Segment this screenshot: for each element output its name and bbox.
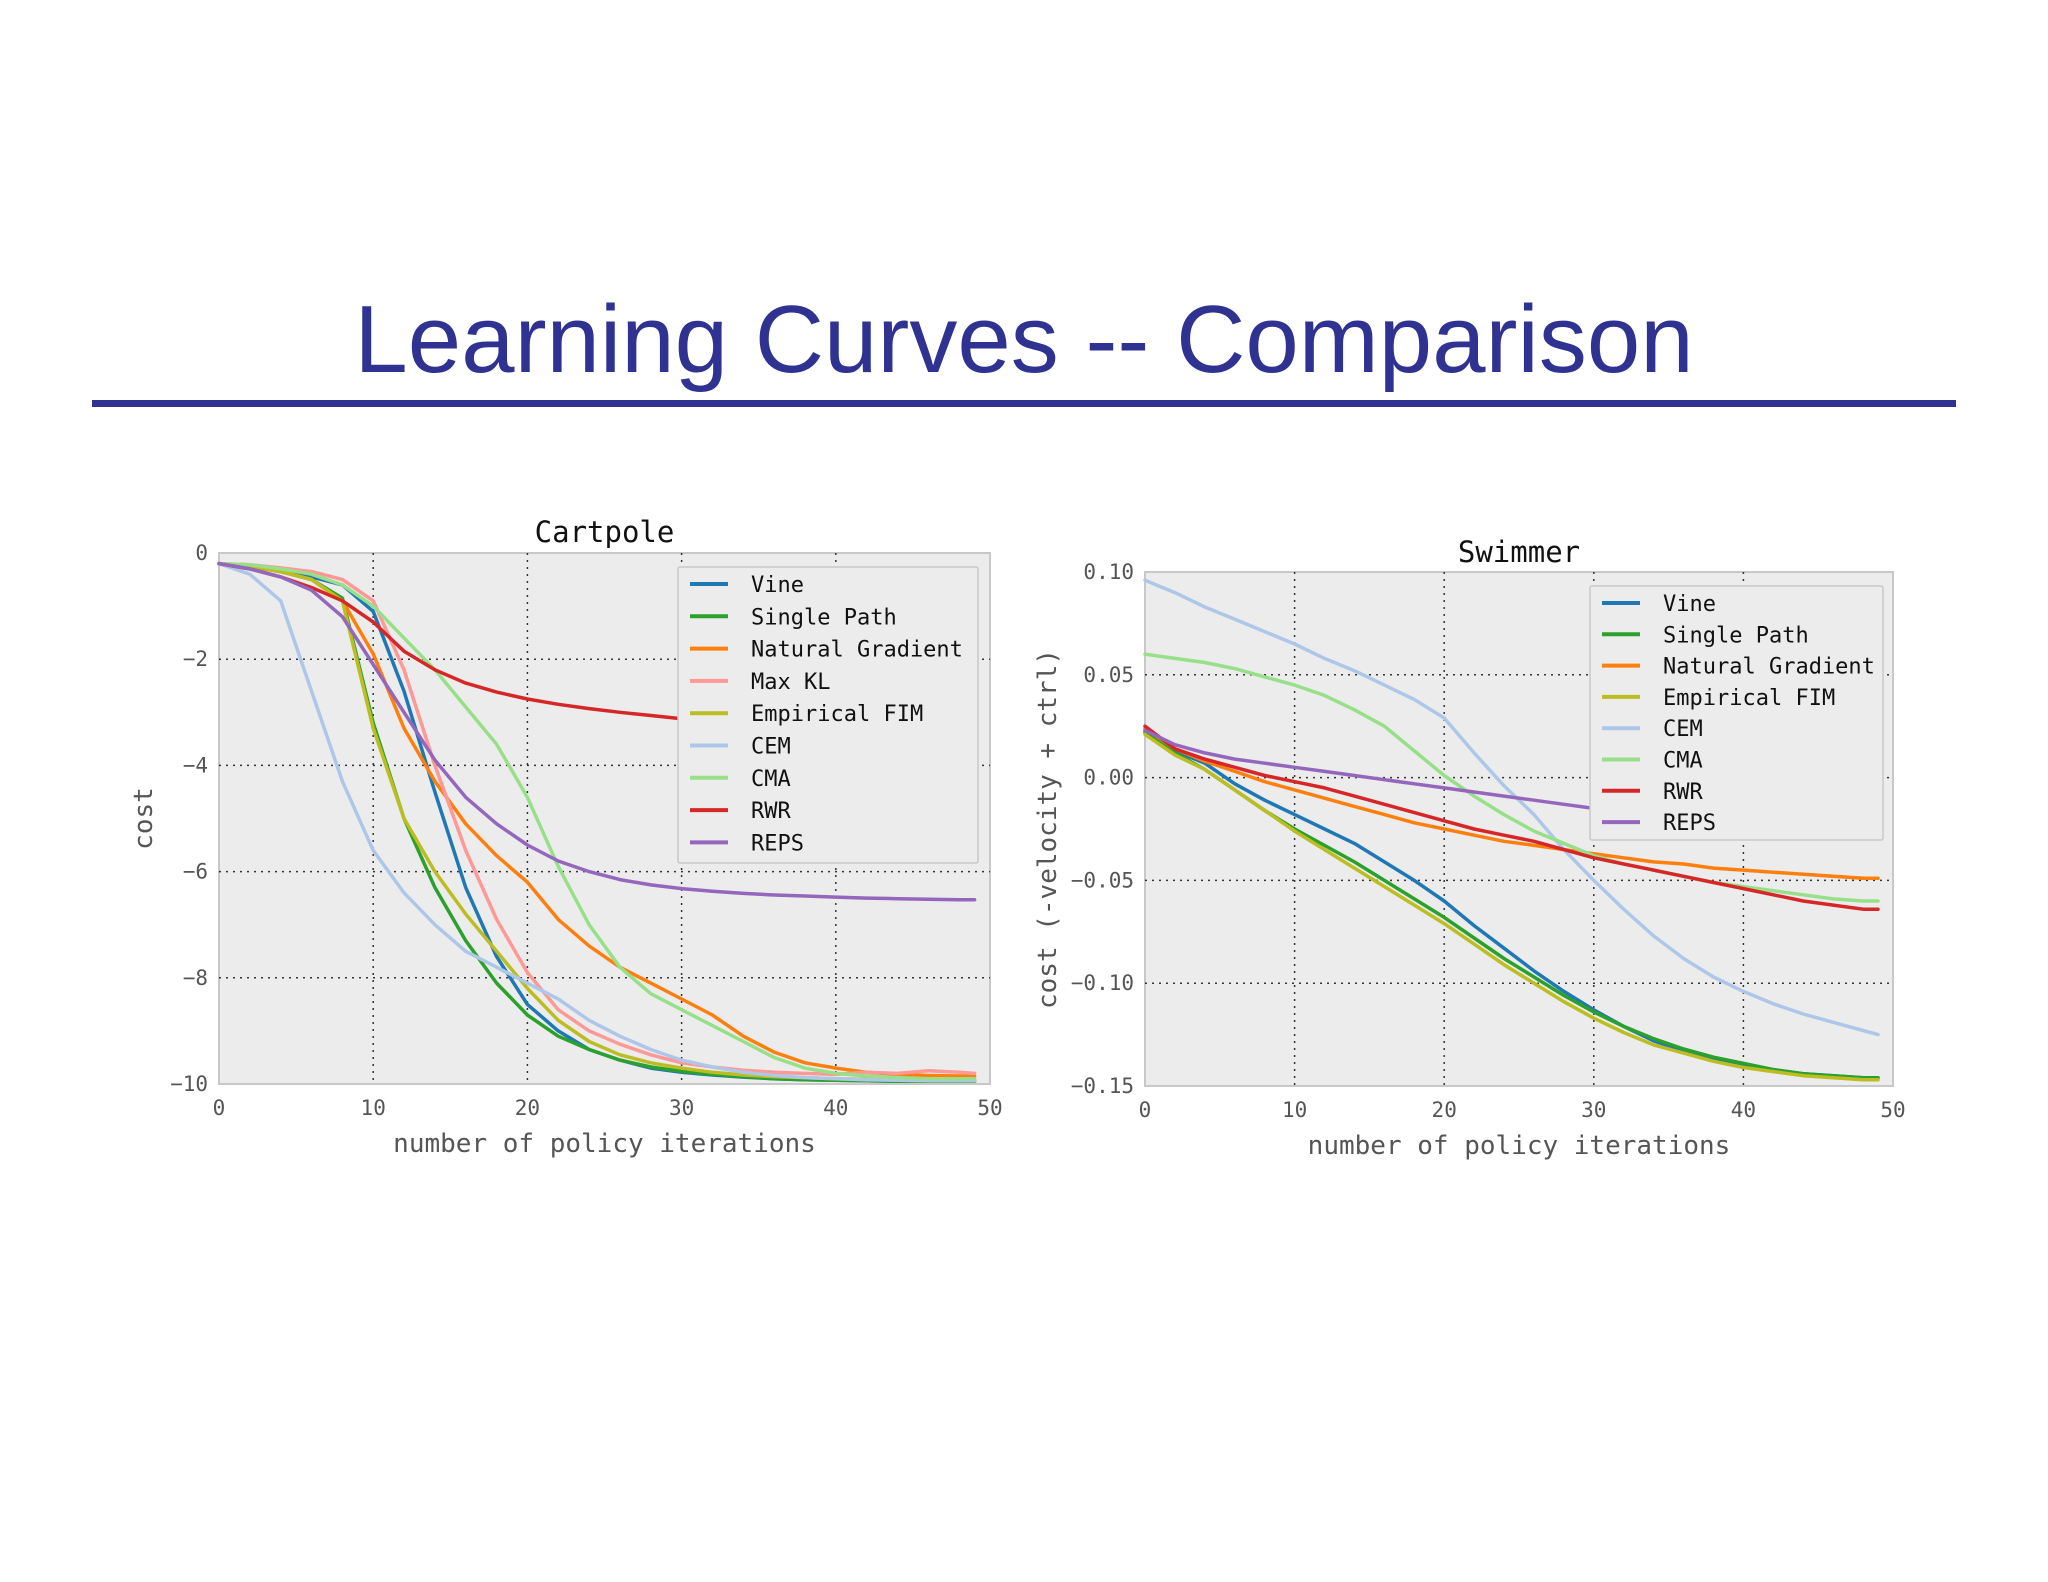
x-tick-label: 20: [515, 1096, 540, 1120]
legend-label: RWR: [751, 799, 791, 824]
legend-label: Max KL: [751, 670, 830, 695]
x-tick-label: 40: [823, 1096, 848, 1120]
x-tick-label: 50: [1880, 1098, 1905, 1122]
chart-cartpole: 0 10 20 30 40 50 0 −2 −4 −6 −8 −10 Cartpole number of…: [129, 515, 1003, 1159]
x-axis-label: number of policy iterations: [393, 1129, 816, 1159]
legend-label: RWR: [1663, 780, 1703, 805]
x-tick-label: 30: [669, 1096, 694, 1120]
x-tick-label: 50: [977, 1096, 1002, 1120]
legend-label: REPS: [751, 831, 804, 856]
legend-label: Natural Gradient: [1663, 655, 1875, 680]
x-tick-label: 0: [213, 1096, 226, 1120]
x-tick-label: 30: [1581, 1098, 1606, 1122]
legend-label: Vine: [751, 573, 804, 598]
series-line-cem: [217, 561, 977, 1083]
y-tick-label: 0: [195, 541, 208, 565]
chart-title: Cartpole: [535, 515, 675, 549]
legend-label: CMA: [751, 767, 791, 792]
y-tick-label: −0.05: [1071, 868, 1134, 892]
y-tick-label: −2: [183, 647, 208, 671]
series-line-max-kl: [217, 561, 977, 1077]
x-tick-label: 10: [1282, 1098, 1307, 1122]
legend-label: Single Path: [1663, 623, 1809, 648]
y-tick-label: 0.05: [1083, 663, 1134, 687]
legend-label: CEM: [1663, 717, 1703, 742]
legend-label: Empirical FIM: [751, 702, 923, 727]
legend-label: Single Path: [751, 605, 897, 630]
x-tick-label: 0: [1139, 1098, 1152, 1122]
legend-label: Natural Gradient: [751, 638, 963, 663]
y-tick-label: −4: [183, 753, 208, 777]
legend-box: [677, 566, 979, 864]
legend-label: Empirical FIM: [1663, 686, 1835, 711]
legend-label: Vine: [1663, 592, 1716, 617]
slide-title: Learning Curves -- Comparison: [354, 286, 1694, 393]
x-axis-label: number of policy iterations: [1308, 1131, 1731, 1161]
y-axis-label: cost (-velocity + ctrl): [1033, 649, 1063, 1009]
series-line-cma: [1143, 652, 1880, 903]
legend-label: REPS: [1663, 811, 1716, 836]
y-tick-label: −6: [183, 860, 208, 884]
chart-title: Swimmer: [1458, 535, 1580, 569]
legend-label: CEM: [751, 735, 791, 760]
x-tick-label: 40: [1731, 1098, 1756, 1122]
y-tick-label: −0.10: [1071, 971, 1134, 995]
y-tick-label: −10: [170, 1072, 208, 1096]
x-tick-label: 20: [1432, 1098, 1457, 1122]
y-tick-label: 0.10: [1083, 560, 1134, 584]
series-line-cem: [1143, 578, 1880, 1037]
legend-box: [1589, 585, 1884, 841]
y-axis-label: cost: [129, 787, 159, 850]
series-line-reps: [217, 561, 977, 902]
y-tick-label: −0.15: [1071, 1074, 1134, 1098]
series-line-empirical-fim: [1143, 732, 1880, 1082]
title-divider: [92, 400, 1956, 407]
legend-label: CMA: [1663, 749, 1703, 774]
chart-swimmer: 0 10 20 30 40 50 0.10 0.05 0.00 −0.05 −0.10 −0.15 Sw…: [1033, 535, 1906, 1161]
y-tick-label: 0.00: [1083, 766, 1134, 790]
y-tick-label: −8: [183, 966, 208, 990]
x-tick-label: 10: [361, 1096, 386, 1120]
series-line-rwr: [1143, 724, 1880, 911]
series-line-cma: [217, 561, 977, 1081]
series-line-natural-gradient: [1143, 726, 1880, 881]
